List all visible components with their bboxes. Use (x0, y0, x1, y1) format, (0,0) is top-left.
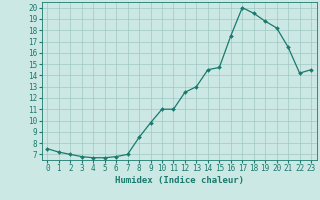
X-axis label: Humidex (Indice chaleur): Humidex (Indice chaleur) (115, 176, 244, 185)
